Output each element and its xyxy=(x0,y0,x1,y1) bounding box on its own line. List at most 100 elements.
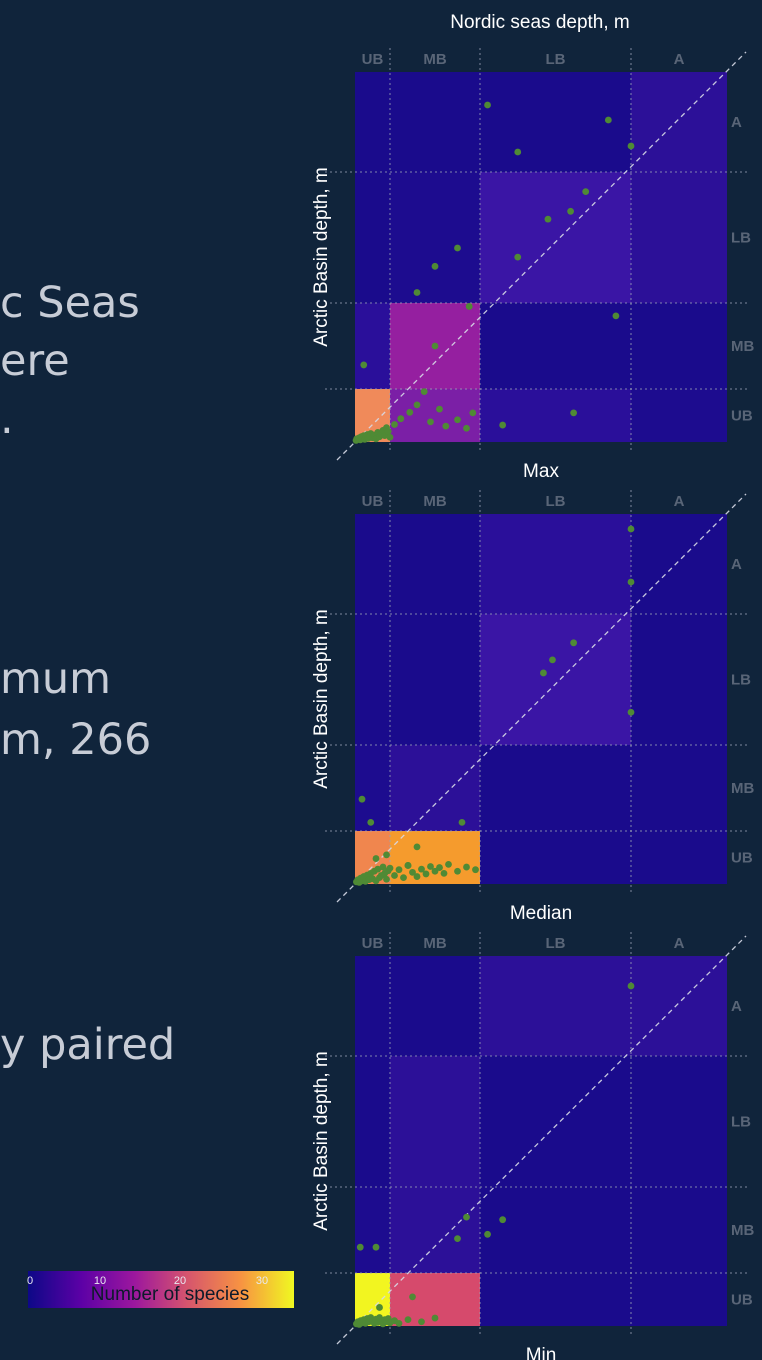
heatmap-cell xyxy=(480,956,631,1056)
colorbar-tick-10: 10 xyxy=(94,1275,106,1287)
y-axis-label: Arctic Basin depth, m xyxy=(311,167,332,347)
x-zone-label: UB xyxy=(362,935,384,952)
species-point xyxy=(427,418,434,426)
species-point xyxy=(406,408,414,416)
species-point xyxy=(612,312,620,320)
y-zone-label: MB xyxy=(731,1222,754,1239)
y-zone-label: UB xyxy=(731,1292,753,1309)
species-point xyxy=(413,289,421,296)
species-point xyxy=(442,422,450,430)
species-point xyxy=(463,424,470,432)
heatmap-cell xyxy=(480,172,631,303)
y-zone-label: LB xyxy=(731,230,751,247)
diagonal-line xyxy=(336,935,747,1345)
species-point xyxy=(418,865,425,873)
y-zone-label: MB xyxy=(731,780,754,797)
species-point xyxy=(374,865,382,873)
species-point xyxy=(567,207,574,215)
slide-text-line-4: mum xyxy=(0,654,112,704)
species-point xyxy=(469,409,477,417)
heatmap-cell xyxy=(390,745,480,831)
species-point xyxy=(409,868,416,876)
species-point xyxy=(454,1235,461,1242)
heatmap-cell xyxy=(480,1187,631,1273)
heatmap-cell xyxy=(631,745,727,831)
heatmap-cell xyxy=(631,831,727,884)
species-point xyxy=(356,1243,364,1251)
species-point xyxy=(413,873,421,880)
species-point xyxy=(604,116,612,124)
y-zone-label: A xyxy=(731,556,742,573)
species-point xyxy=(549,656,556,664)
species-point xyxy=(514,253,522,261)
species-point xyxy=(418,1318,425,1326)
heatmap-cell xyxy=(355,956,390,1056)
heatmap-cell xyxy=(390,614,480,745)
x-zone-label: UB xyxy=(362,51,384,68)
slide-text-line-6: y paired xyxy=(0,1020,176,1070)
heatmap-cell xyxy=(390,172,480,303)
x-zone-label: LB xyxy=(546,51,566,68)
panel-title: Max xyxy=(523,461,559,482)
species-point xyxy=(395,866,403,874)
heatmap-cell xyxy=(631,72,727,172)
species-point xyxy=(484,101,491,109)
heatmap-cell xyxy=(631,614,727,745)
species-point xyxy=(465,303,473,310)
slide-text-line-2: ere xyxy=(0,336,70,386)
slide-text-line-5: m, 266 xyxy=(0,715,152,765)
species-point xyxy=(409,1293,416,1301)
species-point xyxy=(386,864,394,872)
species-point xyxy=(431,867,439,875)
x-zone-label: A xyxy=(674,51,685,68)
y-axis-label: Arctic Basin depth, m xyxy=(311,1051,332,1231)
species-point xyxy=(582,188,590,196)
heatmap-cell xyxy=(480,389,631,442)
heatmap-cell xyxy=(631,389,727,442)
species-point xyxy=(570,639,578,647)
species-point xyxy=(440,870,448,877)
species-point xyxy=(627,578,635,586)
species-point xyxy=(397,415,405,423)
diagonal-line xyxy=(336,51,747,461)
species-point xyxy=(391,421,398,428)
species-point xyxy=(379,863,387,871)
x-zone-label: LB xyxy=(546,493,566,510)
species-point xyxy=(431,262,439,270)
species-point xyxy=(358,795,366,803)
panel-min: UB MB LB A UB MB LB A Arctic Basin depth, m Min xyxy=(311,932,754,1360)
y-zone-label: LB xyxy=(731,672,751,689)
figure-title: Nordic seas depth, m xyxy=(450,12,630,33)
species-point xyxy=(570,409,578,417)
heatmap-cell xyxy=(480,831,631,884)
x-zone-label: UB xyxy=(362,493,384,510)
species-point xyxy=(458,819,466,826)
species-point xyxy=(454,867,461,875)
species-point xyxy=(372,855,380,862)
y-zone-label: A xyxy=(731,998,742,1015)
y-axis-label: Arctic Basin depth, m xyxy=(311,609,332,789)
y-zone-label: MB xyxy=(731,338,754,355)
species-point xyxy=(383,875,390,883)
species-point xyxy=(372,1243,380,1251)
species-point xyxy=(427,863,434,870)
heatmap-cell xyxy=(480,514,631,614)
colorbar: 0 10 20 30 Number of species xyxy=(27,1271,294,1308)
colorbar-tick-30: 30 xyxy=(256,1275,268,1287)
species-point xyxy=(484,1230,491,1238)
species-point xyxy=(540,669,547,677)
species-point xyxy=(395,1319,403,1327)
heatmap-cell xyxy=(631,1187,727,1273)
heatmap-cell xyxy=(355,614,390,745)
species-point xyxy=(404,1316,412,1324)
heatmap-cell xyxy=(480,614,631,745)
heatmap-cell xyxy=(355,172,390,303)
y-zone-label: A xyxy=(731,114,742,131)
heatmap-cell xyxy=(390,956,480,1056)
y-zone-label: LB xyxy=(731,1114,751,1131)
species-point xyxy=(420,388,428,396)
heatmap-cell xyxy=(631,303,727,389)
heatmap-cell xyxy=(480,745,631,831)
heatmap-cell xyxy=(631,1273,727,1326)
